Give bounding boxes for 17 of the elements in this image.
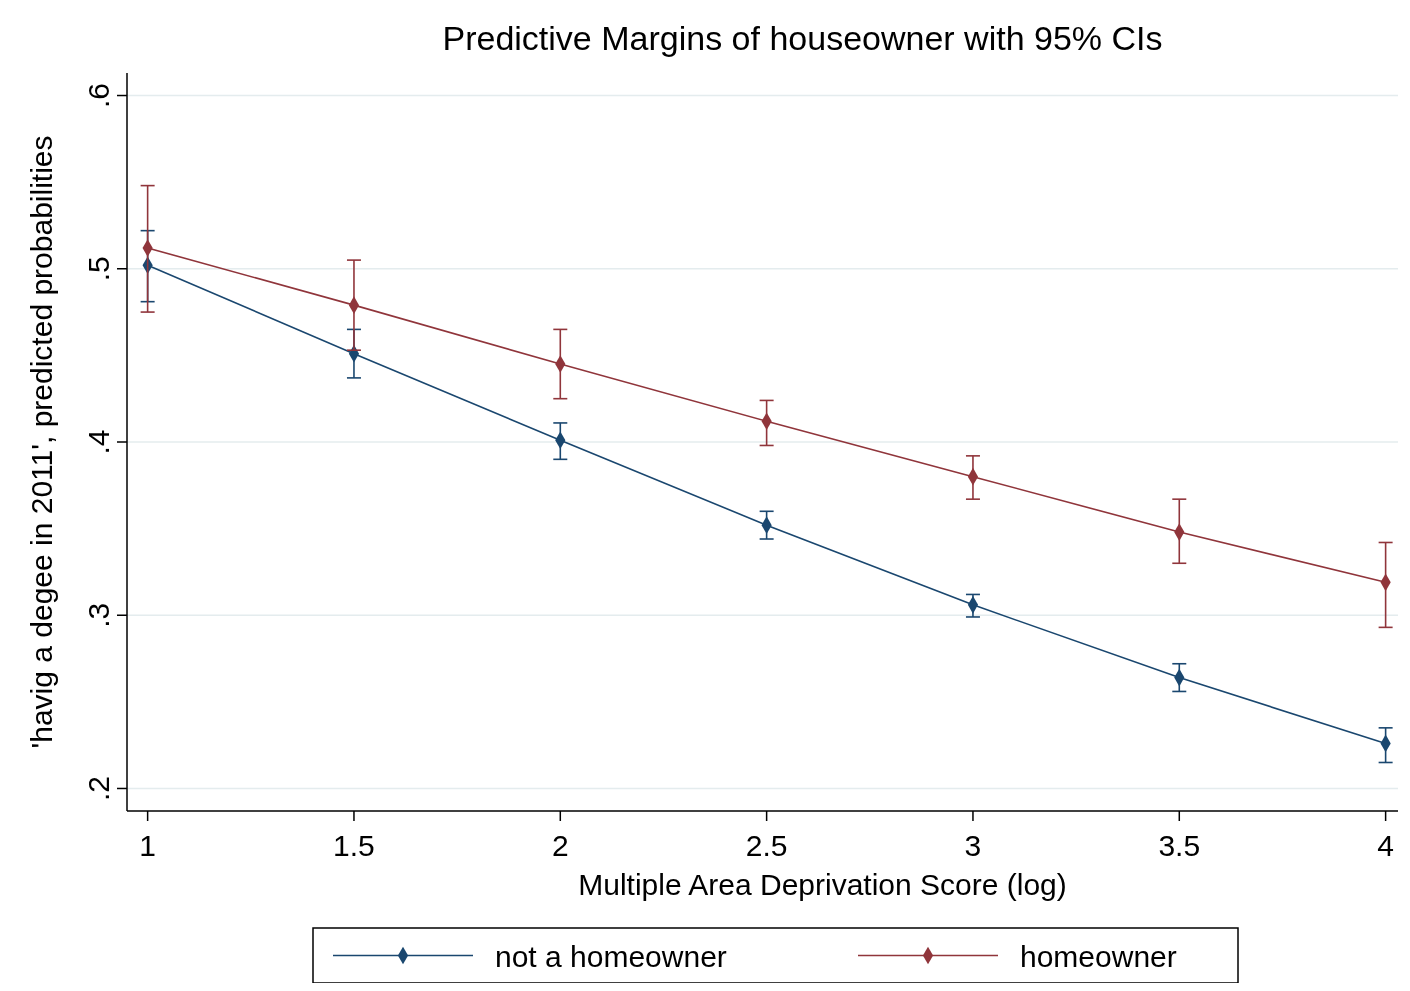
chart-title: Predictive Margins of houseowner with 95% CIs bbox=[442, 19, 1163, 57]
legend-label: homeowner bbox=[1020, 939, 1177, 973]
y-tick-label: .6 bbox=[82, 83, 115, 109]
x-tick-label: 1.5 bbox=[333, 829, 375, 862]
x-tick-label: 2 bbox=[551, 829, 569, 862]
y-axis-title: 'havig a degee in 2011', predicted probabilities bbox=[25, 135, 58, 749]
x-tick-label: 1 bbox=[139, 829, 156, 862]
x-axis-title: Multiple Area Deprivation Score (log) bbox=[578, 868, 1067, 901]
y-tick-label: .2 bbox=[82, 775, 115, 801]
x-tick-label: 4 bbox=[1377, 829, 1394, 862]
x-tick-label: 2.5 bbox=[745, 829, 788, 862]
y-tick-label: .4 bbox=[82, 429, 115, 455]
y-tick-label: .5 bbox=[82, 256, 115, 282]
legend-label: not a homeowner bbox=[495, 939, 727, 973]
x-tick-label: 3.5 bbox=[1158, 829, 1201, 862]
y-tick-label: .3 bbox=[82, 602, 115, 628]
x-tick-label: 3 bbox=[964, 829, 982, 862]
